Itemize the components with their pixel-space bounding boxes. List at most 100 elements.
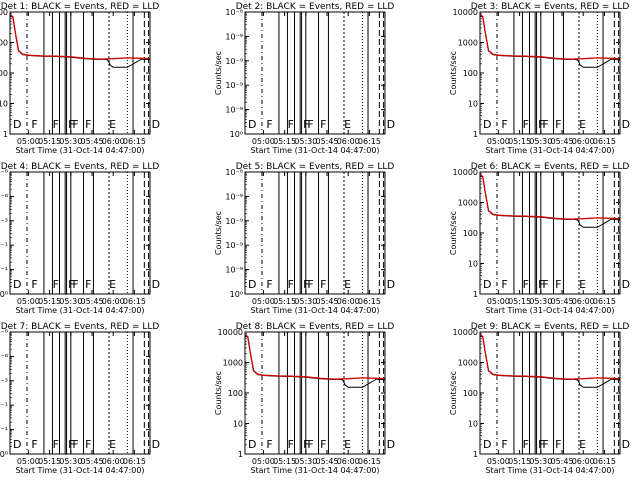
y-tick-label: 10⁻⁸ (0, 328, 8, 337)
x-tick-label: 05:15 (38, 457, 61, 466)
y-tick-label: 10⁻⁶ (0, 192, 8, 201)
y-tick-label: 1 (473, 450, 478, 459)
y-tick-label: 10 (233, 420, 243, 429)
y-tick-label: 10⁻⁹ (225, 241, 243, 250)
y-tick-label: 10 (468, 100, 478, 109)
x-tick-label: 05:30 (529, 457, 552, 466)
x-tick-label: 05:00 (487, 137, 510, 146)
y-axis-label: Counts/sec (214, 211, 223, 255)
y-axis-label: Counts/sec (449, 211, 458, 255)
x-tick-label: 05:00 (17, 297, 40, 306)
flag-letter-f: F (307, 438, 313, 451)
y-tick-label: 10 (0, 100, 8, 109)
y-tick-label: 100 (463, 389, 478, 398)
panel-det-7: Det 7: BLACK = Events, RED = LLDCounts/s… (0, 322, 160, 475)
y-tick-label: 10⁻¹ (0, 266, 8, 275)
x-tick-label: 06:15 (123, 297, 146, 306)
y-tick-label: 10⁻¹ (0, 401, 8, 410)
flag-letter-d: D (152, 118, 160, 131)
x-tick-label: 05:30 (59, 457, 82, 466)
y-tick-label: 10⁻⁹ (225, 81, 243, 90)
flag-letter-f: F (68, 278, 74, 291)
y-tick-label: 1 (473, 290, 478, 299)
flag-letter-f: F (501, 438, 507, 451)
x-tick-label: 06:15 (358, 297, 381, 306)
x-tick-label: 05:30 (294, 297, 317, 306)
x-tick-label: 06:00 (102, 297, 125, 306)
y-tick-label: 10⁻⁹ (225, 57, 243, 66)
flag-letter-d: D (152, 278, 160, 291)
flag-letter-d: D (387, 278, 395, 291)
y-tick-label: 10 (468, 420, 478, 429)
flag-letter-d: D (622, 118, 630, 131)
plot-frame (9, 171, 151, 295)
flag-letter-f: F (538, 438, 544, 451)
series-events-line (479, 335, 621, 388)
flag-letter-f: F (31, 118, 37, 131)
series-lld-line (479, 334, 621, 380)
x-tick-label: 06:15 (123, 137, 146, 146)
x-tick-label: 06:00 (572, 457, 595, 466)
flag-letter-f: F (523, 278, 529, 291)
panel-det-6: Det 6: BLACK = Events, RED = LLD Counts/s… (449, 162, 630, 315)
x-tick-label: 05:30 (294, 457, 317, 466)
panel-det-9: Det 9: BLACK = Events, RED = LLD Counts/s… (449, 322, 630, 475)
y-tick-label: 1000 (223, 359, 243, 368)
panel-det-3: Det 3: BLACK = Events, RED = LLD Counts/s… (449, 2, 630, 155)
y-tick-label: 10⁰ (230, 290, 243, 299)
panel-det-2: Det 2: BLACK = Events, RED = LLD Counts/s… (214, 2, 395, 155)
panel-det-5: Det 5: BLACK = Events, RED = LLD Counts/s… (214, 162, 395, 315)
x-tick-label: 05:15 (508, 297, 531, 306)
flag-letter-d: D (622, 438, 630, 451)
flag-letter-f: F (68, 118, 74, 131)
flag-letter-e: E (109, 278, 116, 291)
flag-letter-f: F (320, 278, 326, 291)
x-tick-label: 05:00 (252, 297, 275, 306)
y-tick-label: 10000 (218, 328, 243, 337)
x-axis-label: Start Time (31-Oct-14 04:47:00) (250, 146, 379, 155)
x-tick-label: 05:45 (550, 137, 573, 146)
plot-frame (9, 331, 151, 455)
y-tick-label: 10⁻⁸ (0, 168, 8, 177)
y-tick-label: 1000 (458, 199, 478, 208)
x-tick-label: 05:45 (550, 457, 573, 466)
series-lld-line (479, 174, 621, 220)
flag-letter-f: F (307, 118, 313, 131)
y-tick-label: 10 (468, 260, 478, 269)
flag-letter-d: D (483, 438, 491, 451)
flag-letter-d: D (13, 278, 21, 291)
y-tick-label: 10000 (453, 328, 478, 337)
y-tick-label: 10⁻¹ (0, 241, 8, 250)
x-axis-label: Start Time (31-Oct-14 04:47:00) (250, 306, 379, 315)
flag-letter-f: F (555, 438, 561, 451)
flag-letter-f: F (542, 118, 548, 131)
y-tick-label: 10000 (453, 8, 478, 17)
flag-letter-f: F (523, 438, 529, 451)
flag-letter-f: F (288, 118, 294, 131)
panel-title: Det 4: BLACK = Events, RED = LLD (1, 162, 160, 172)
flag-letter-e: E (344, 438, 351, 451)
series-events-line (244, 335, 386, 388)
flag-letter-f: F (266, 438, 272, 451)
flag-letter-e: E (579, 278, 586, 291)
y-tick-label: 10⁻⁹ (225, 32, 243, 41)
y-axis-label: Counts/sec (449, 51, 458, 95)
flag-letter-f: F (542, 278, 548, 291)
flag-letter-f: F (501, 278, 507, 291)
flag-letter-d: D (387, 118, 395, 131)
y-tick-label: 1000 (0, 39, 8, 48)
y-tick-label: 10⁻⁸ (225, 168, 243, 177)
flag-letter-d: D (622, 278, 630, 291)
y-tick-label: 1 (473, 130, 478, 139)
y-tick-label: 1 (238, 450, 243, 459)
plot-frame (479, 11, 621, 135)
plot-frame (479, 171, 621, 295)
x-tick-label: 05:15 (508, 457, 531, 466)
panel-title: Det 9: BLACK = Events, RED = LLD (471, 322, 630, 332)
flag-letter-f: F (555, 118, 561, 131)
x-tick-label: 05:00 (487, 457, 510, 466)
flag-letter-d: D (483, 278, 491, 291)
panel-title: Det 5: BLACK = Events, RED = LLD (236, 162, 395, 172)
x-tick-label: 06:15 (593, 297, 616, 306)
